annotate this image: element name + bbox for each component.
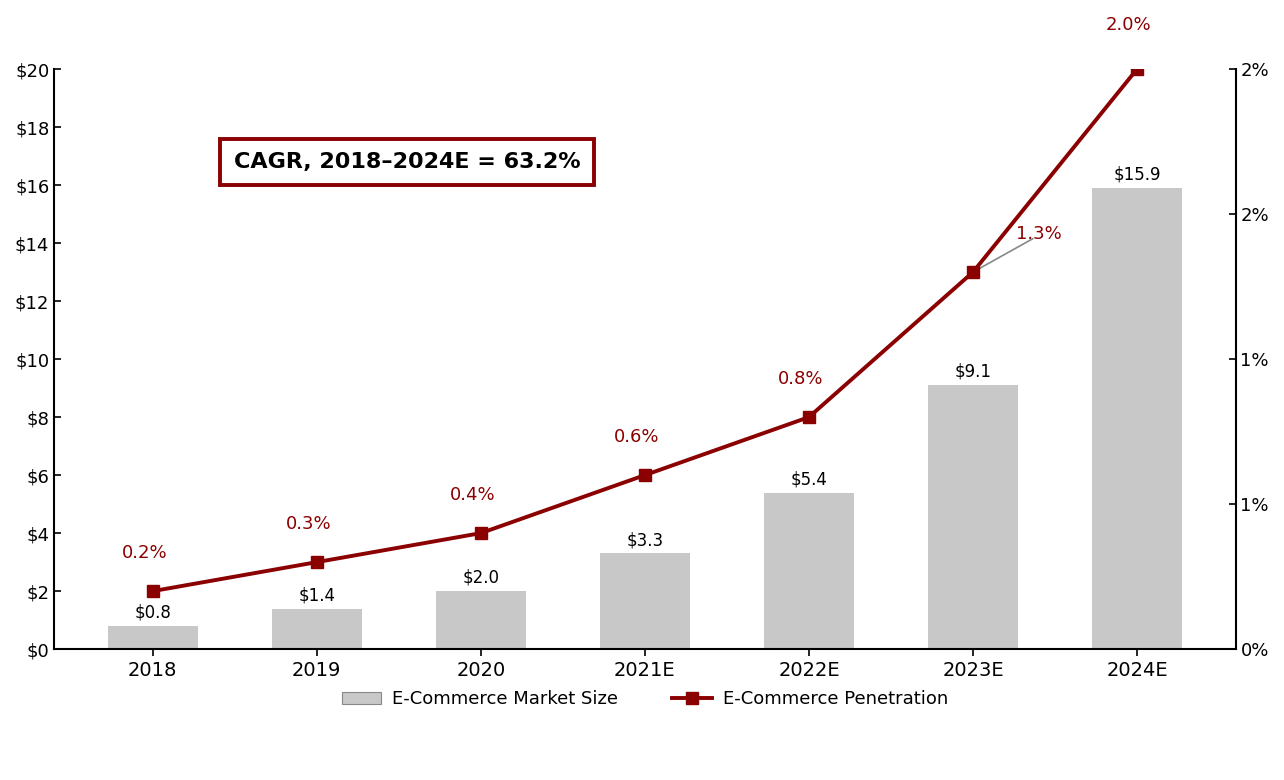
- Bar: [435, 591, 526, 649]
- Bar: [1091, 188, 1183, 649]
- Text: 0.2%: 0.2%: [122, 544, 167, 562]
- Text: $3.3: $3.3: [627, 531, 664, 549]
- Text: $5.4: $5.4: [791, 470, 827, 488]
- Text: 2.0%: 2.0%: [1106, 16, 1152, 34]
- Text: CAGR, 2018–2024E = 63.2%: CAGR, 2018–2024E = 63.2%: [234, 152, 580, 172]
- Bar: [108, 626, 198, 649]
- Text: $0.8: $0.8: [135, 604, 171, 622]
- Bar: [928, 385, 1018, 649]
- Text: 0.6%: 0.6%: [614, 428, 660, 446]
- Bar: [600, 554, 690, 649]
- Text: $9.1: $9.1: [954, 363, 991, 381]
- Bar: [764, 492, 854, 649]
- Bar: [272, 608, 362, 649]
- Text: $1.4: $1.4: [298, 587, 335, 604]
- Text: 0.4%: 0.4%: [449, 486, 496, 504]
- Text: 0.3%: 0.3%: [286, 515, 331, 533]
- Text: 1.3%: 1.3%: [1016, 225, 1062, 243]
- Text: $2.0: $2.0: [462, 569, 499, 587]
- Text: 0.8%: 0.8%: [778, 370, 823, 388]
- Text: $15.9: $15.9: [1113, 165, 1161, 183]
- Legend: E-Commerce Market Size, E-Commerce Penetration: E-Commerce Market Size, E-Commerce Penet…: [334, 683, 955, 715]
